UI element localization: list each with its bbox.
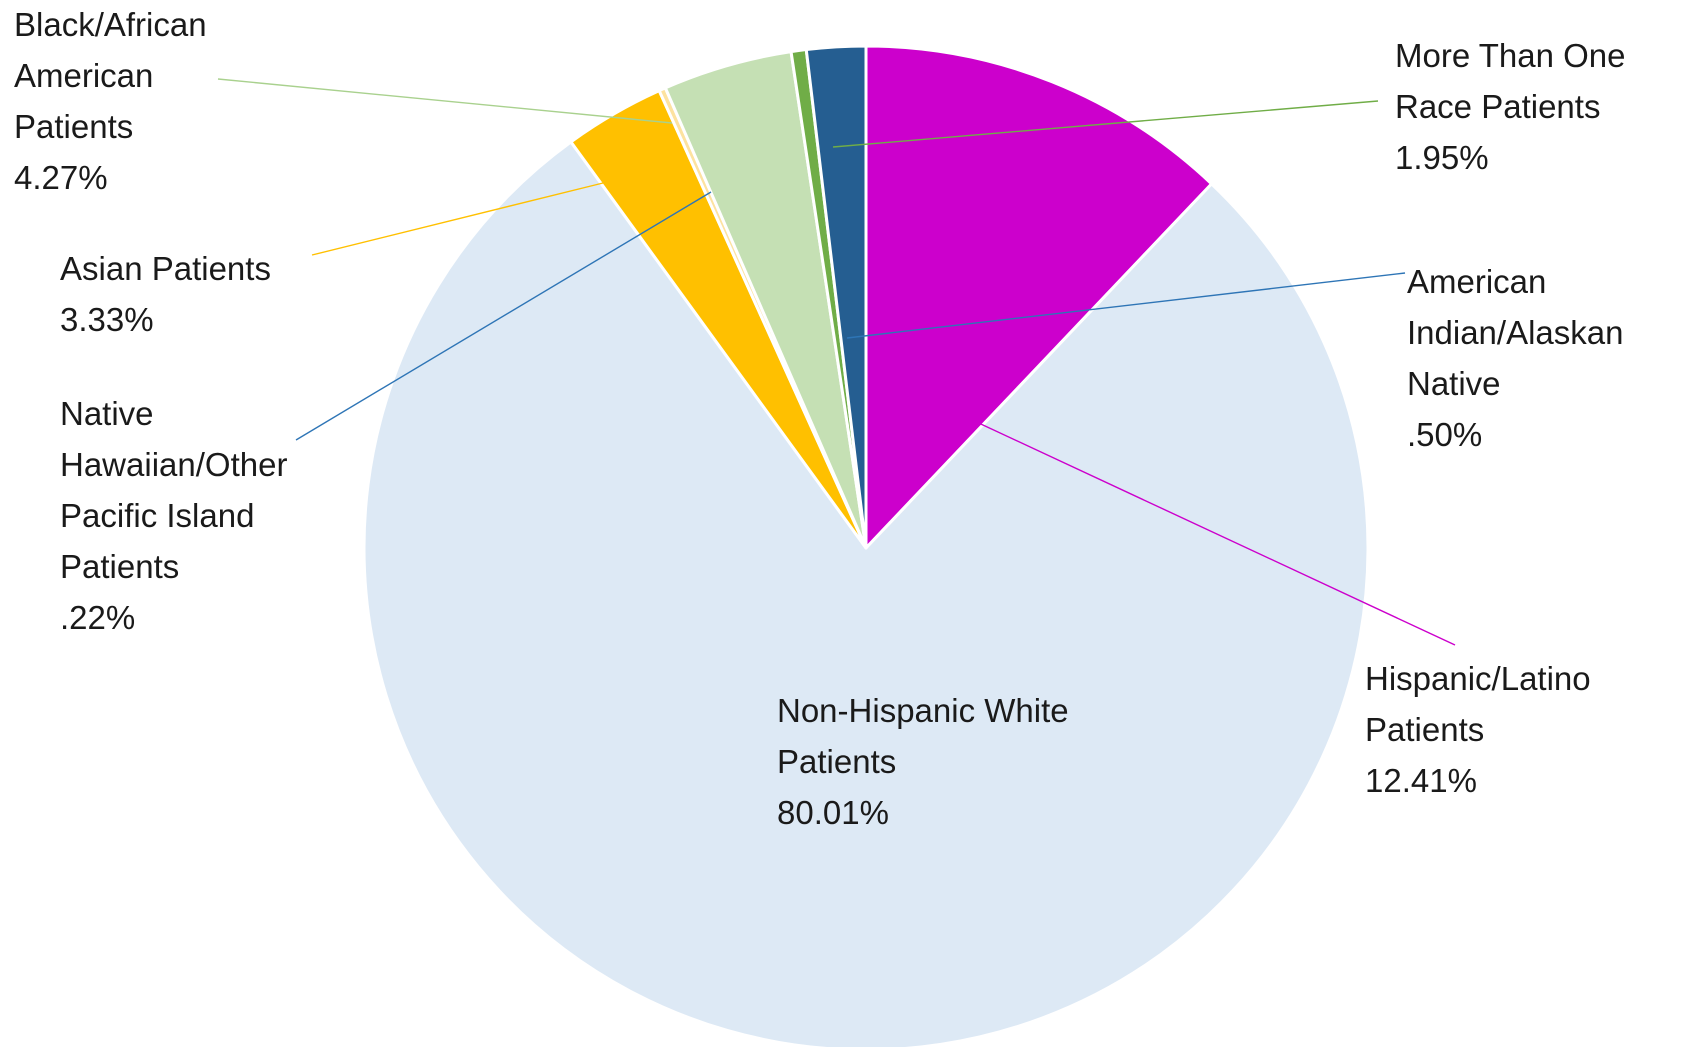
pie-slice-non-hispanic-white-patients <box>362 140 1370 1047</box>
data-label-line: 3.33% <box>60 301 154 338</box>
data-label-line: .50% <box>1407 416 1482 453</box>
data-label-line: Hawaiian/Other <box>60 446 287 483</box>
data-label-line: Hispanic/Latino <box>1365 660 1591 697</box>
leader-line-native-hawaiian-other-pacific-island-patients <box>295 191 712 441</box>
pie-slice-hispanic-latino-patients <box>864 44 1214 550</box>
leader-line-hispanic-latino-patients <box>924 397 1456 646</box>
data-label-line: More Than One <box>1395 37 1626 74</box>
data-label-black-african-american-patients: Black/African American Patients 4.27% <box>14 6 207 196</box>
data-label-line: Non-Hispanic White <box>777 692 1069 729</box>
leader-line-black-african-american-patients <box>217 78 673 124</box>
data-label-line: 80.01% <box>777 794 889 831</box>
data-label-line: Native <box>60 395 154 432</box>
data-label-more-than-one-race-patients: More Than One Race Patients 1.95% <box>1395 37 1626 176</box>
leader-line-more-than-one-race-patients <box>832 100 1379 148</box>
data-label-native-hawaiian-other-pacific-island-patients: Native Hawaiian/Other Pacific Island Patien… <box>60 395 287 636</box>
data-label-line: Asian Patients <box>60 250 271 287</box>
pie-slice-more-than-one-race-patients <box>804 44 868 550</box>
data-label-line: Pacific Island <box>60 497 254 534</box>
data-label-line: American <box>14 57 153 94</box>
data-label-asian-patients: Asian Patients 3.33% <box>60 250 271 338</box>
data-label-line: Patients <box>14 108 133 145</box>
pie-slices <box>362 44 1370 1047</box>
data-label-line: American <box>1407 263 1546 300</box>
data-label-line: Race Patients <box>1395 88 1600 125</box>
leader-lines <box>217 78 1456 646</box>
data-label-line: Patients <box>1365 711 1484 748</box>
data-label-line: Patients <box>777 743 896 780</box>
data-label-line: 12.41% <box>1365 762 1477 799</box>
data-label-line: Native <box>1407 365 1501 402</box>
leader-line-asian-patients <box>311 182 604 256</box>
data-labels: Hispanic/Latino Patients 12.41% Non-Hispani… <box>14 6 1626 831</box>
data-label-line: Indian/Alaskan <box>1407 314 1623 351</box>
data-label-line: Patients <box>60 548 179 585</box>
data-label-non-hispanic-white-patients: Non-Hispanic White Patients 80.01% <box>777 692 1069 831</box>
data-label-american-indian-alaskan-native: American Indian/Alaskan Native .50% <box>1407 263 1623 453</box>
data-label-line: Black/African <box>14 6 207 43</box>
data-label-line: 1.95% <box>1395 139 1489 176</box>
data-label-hispanic-latino-patients: Hispanic/Latino Patients 12.41% <box>1365 660 1591 799</box>
data-label-line: 4.27% <box>14 159 108 196</box>
leader-line-american-indian-alaskan-native <box>846 272 1406 339</box>
data-label-line: .22% <box>60 599 135 636</box>
